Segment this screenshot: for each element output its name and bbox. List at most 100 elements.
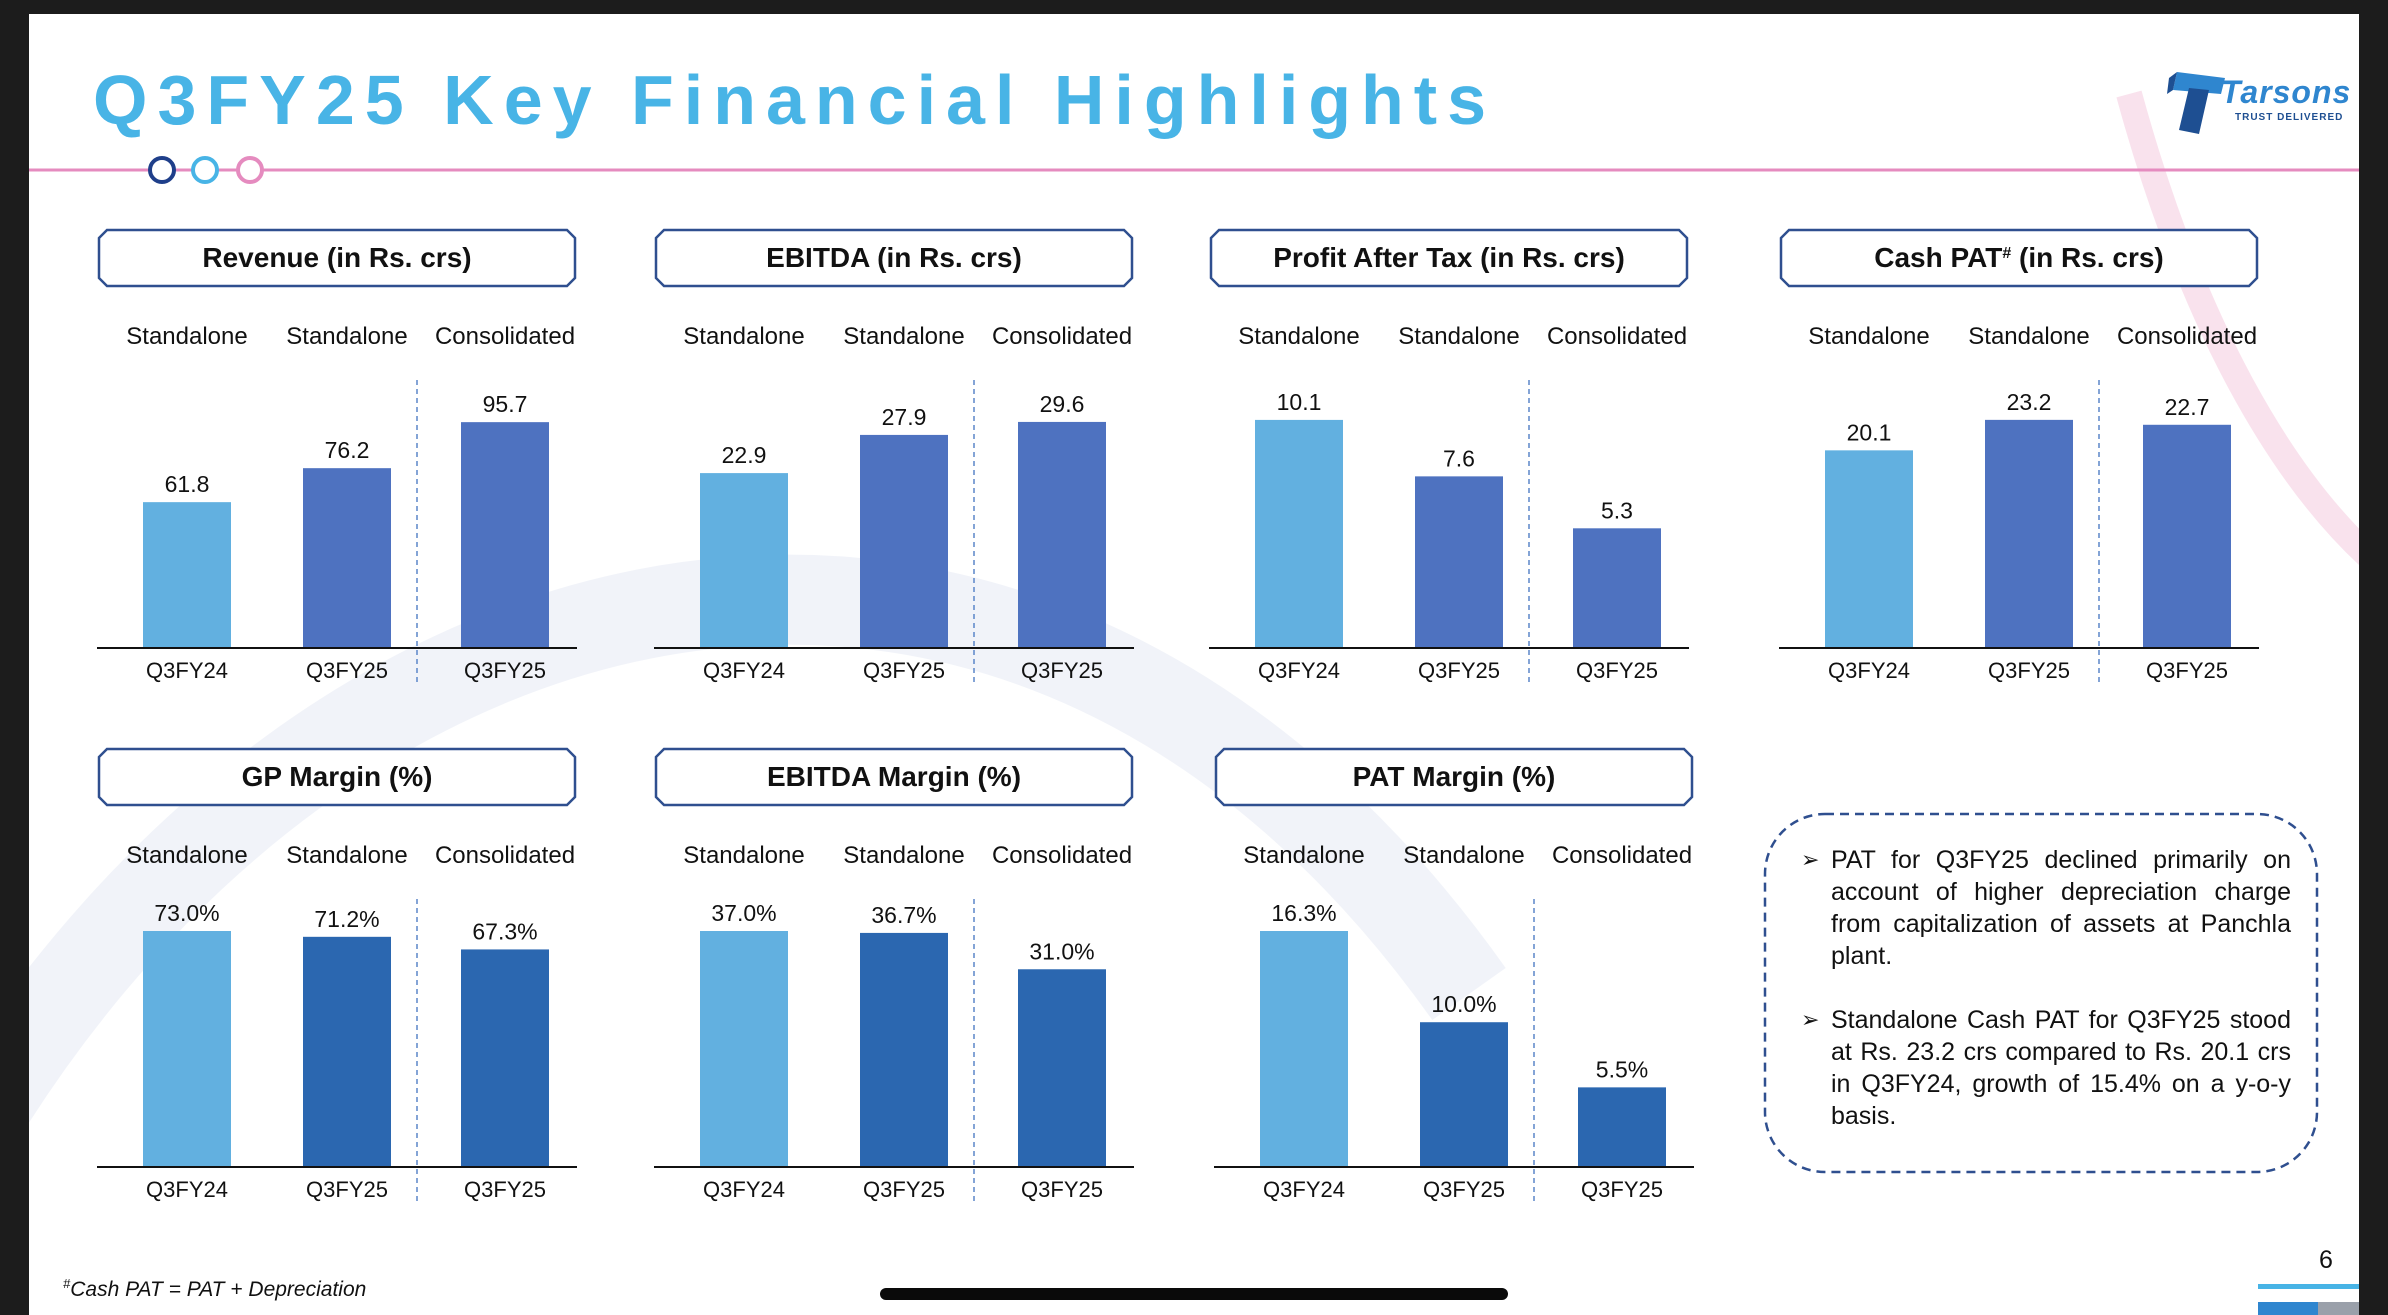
chart-header: EBITDA (in Rs. crs) [654, 226, 1134, 290]
chart-header-frame [1209, 228, 1689, 288]
bar-pat-margin-2 [1578, 1087, 1666, 1167]
bar-chart-revenue: Standalone 61.8 Q3FY24 Standalone 76.2 Q3FY25… [97, 323, 577, 684]
chart-header: Cash PAT # (in Rs. crs) [1779, 226, 2259, 290]
bar-pat-margin-0 [1260, 931, 1348, 1167]
commentary-text: PAT for Q3FY25 declined primarily on acc… [1831, 846, 2291, 970]
chart-title-text: EBITDA (in Rs. crs) [766, 242, 1022, 273]
chart-header: GP Margin (%) [97, 745, 577, 809]
divider-dot-pink [236, 156, 264, 184]
chart-panel-cash-pat: Cash PAT # (in Rs. crs) Standalone 20.1 Q3FY… [1779, 226, 2259, 696]
entity-label: Standalone [126, 842, 247, 869]
bar-revenue-0 [143, 502, 231, 648]
chart-header-frame [1779, 228, 2259, 288]
entity-label: Standalone [286, 323, 407, 350]
chart-header: Revenue (in Rs. crs) [97, 226, 577, 290]
bar-ebitda-1 [860, 434, 948, 648]
commentary-text: Standalone Cash PAT for Q3FY25 stood at … [1831, 1006, 2291, 1130]
page-number: 6 [2319, 1246, 2333, 1274]
data-label: 7.6 [1443, 445, 1475, 471]
bar-ebitda-0 [700, 473, 788, 648]
x-tick-label: Q3FY24 [703, 658, 785, 683]
tarsons-logo-icon [2167, 72, 2225, 134]
footnote: #Cash PAT = PAT + Depreciation [63, 1276, 366, 1302]
bar-cash-pat-1 [1985, 419, 2073, 648]
arrow-bullet-icon: ➢ [1801, 1007, 1820, 1032]
data-label: 10.0% [1431, 991, 1496, 1017]
commentary-box: ➢ PAT for Q3FY25 declined primarily on ac… [1763, 812, 2319, 1174]
entity-label: Standalone [286, 842, 407, 869]
commentary-item: ➢ Standalone Cash PAT for Q3FY25 stood at… [1801, 1004, 2291, 1132]
x-tick-label: Q3FY24 [1258, 658, 1340, 683]
commentary-item: ➢ PAT for Q3FY25 declined primarily on ac… [1801, 844, 2291, 972]
data-label: 27.9 [882, 404, 927, 430]
data-label: 71.2% [314, 906, 379, 932]
chart-header: PAT Margin (%) [1214, 745, 1694, 809]
x-tick-label: Q3FY24 [146, 1177, 228, 1202]
chart-title-text: Cash PAT [1874, 242, 2003, 273]
x-tick-label: Q3FY24 [703, 1177, 785, 1202]
x-tick-label: Q3FY25 [306, 658, 388, 683]
chart-title-footnote-mark: # [2002, 245, 2012, 262]
entity-label: Consolidated [2117, 323, 2257, 350]
chart-title: EBITDA (in Rs. crs) [654, 226, 1134, 290]
bar-pat-2 [1573, 528, 1661, 648]
chart-panel-gp-margin: GP Margin (%) Standalone 73.0% Q3FY24 Standa… [97, 745, 577, 1215]
chart-header: Profit After Tax (in Rs. crs) [1209, 226, 1689, 290]
bar-ebitda-margin-1 [860, 932, 948, 1167]
bar-pat-margin-1 [1420, 1022, 1508, 1167]
data-label: 36.7% [871, 902, 936, 928]
data-label: 76.2 [325, 437, 370, 463]
x-tick-label: Q3FY25 [1021, 658, 1103, 683]
chart-title: Profit After Tax (in Rs. crs) [1209, 226, 1689, 290]
chart-panel-ebitda: EBITDA (in Rs. crs) Standalone 22.9 Q3FY24 S… [654, 226, 1134, 696]
x-tick-label: Q3FY24 [1828, 658, 1910, 683]
bar-chart-pat-margin: Standalone 16.3% Q3FY24 Standalone 10.0% Q3FY… [1214, 842, 1694, 1203]
chart-header-frame [97, 228, 577, 288]
corner-decoration [2258, 1284, 2359, 1315]
bar-chart-pat: Standalone 10.1 Q3FY24 Standalone 7.6 Q3FY25 C… [1209, 323, 1689, 684]
x-tick-label: Q3FY25 [1021, 1177, 1103, 1202]
bar-ebitda-margin-0 [700, 931, 788, 1167]
entity-label: Standalone [683, 323, 804, 350]
chart-title-text: GP Margin (%) [241, 761, 433, 792]
data-label: 61.8 [165, 471, 210, 497]
arrow-bullet-icon: ➢ [1801, 847, 1820, 872]
chart-panel-ebitda-margin: EBITDA Margin (%) Standalone 37.0% Q3FY24 St… [654, 745, 1134, 1215]
page-title: Q3FY25 Key Financial Highlights [93, 61, 1497, 139]
company-logo: Tarsons TRUST DELIVERED [2159, 60, 2359, 150]
bar-revenue-1 [303, 468, 391, 648]
bar-revenue-2 [461, 422, 549, 648]
bar-pat-1 [1415, 476, 1503, 648]
entity-label: Standalone [1403, 842, 1524, 869]
chart-title: Revenue (in Rs. crs) [97, 226, 577, 290]
data-label: 22.9 [722, 442, 767, 468]
data-label: 20.1 [1847, 419, 1892, 445]
x-tick-label: Q3FY25 [863, 1177, 945, 1202]
x-tick-label: Q3FY24 [1263, 1177, 1345, 1202]
x-tick-label: Q3FY25 [2146, 658, 2228, 683]
data-label: 95.7 [483, 391, 528, 417]
bar-chart-ebitda: Standalone 22.9 Q3FY24 Standalone 27.9 Q3FY25… [654, 323, 1134, 684]
footnote-text: Cash PAT = PAT + Depreciation [70, 1278, 367, 1301]
bar-cash-pat-2 [2143, 424, 2231, 648]
bar-gp-margin-0 [143, 931, 231, 1167]
footnote-mark: # [63, 1276, 71, 1291]
x-tick-label: Q3FY25 [1576, 658, 1658, 683]
entity-label: Standalone [126, 323, 247, 350]
chart-title-text: EBITDA Margin (%) [766, 761, 1022, 792]
data-label: 5.3 [1601, 497, 1633, 523]
entity-label: Standalone [843, 323, 964, 350]
x-tick-label: Q3FY25 [306, 1177, 388, 1202]
entity-label: Standalone [1238, 323, 1359, 350]
chart-header-frame [654, 228, 1134, 288]
entity-label: Standalone [1968, 323, 2089, 350]
x-tick-label: Q3FY24 [146, 658, 228, 683]
data-label: 22.7 [2165, 394, 2210, 420]
divider-dot-blue [191, 156, 219, 184]
home-indicator-bar[interactable] [880, 1288, 1508, 1300]
bar-chart-cash-pat: Standalone 20.1 Q3FY24 Standalone 23.2 Q3FY25… [1779, 323, 2259, 684]
entity-label: Consolidated [1547, 323, 1687, 350]
bar-gp-margin-1 [303, 936, 391, 1167]
entity-label: Standalone [683, 842, 804, 869]
entity-label: Standalone [1808, 323, 1929, 350]
